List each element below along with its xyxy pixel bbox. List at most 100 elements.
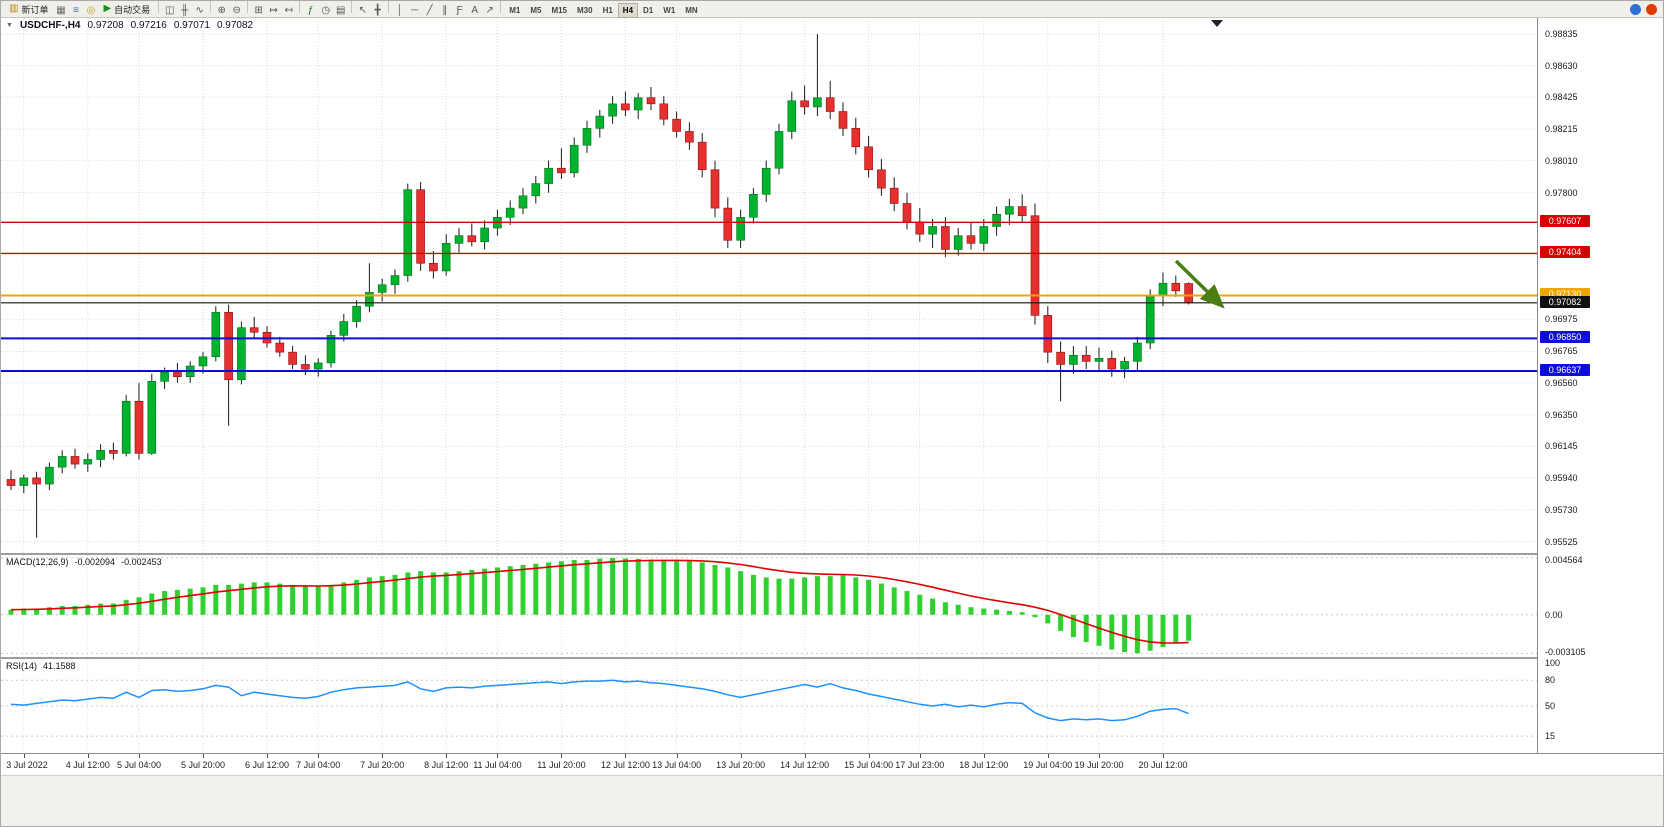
- time-axis-label[interactable]: 18 Jul 12:00: [959, 760, 1009, 770]
- trendline-icon[interactable]: ╱: [422, 3, 437, 18]
- price-axis-label: 0.96350: [1545, 410, 1578, 421]
- hline-objects: [1, 221, 1537, 373]
- market-depth-icon[interactable]: ≡: [68, 3, 83, 18]
- time-axis-label[interactable]: 17 Jul 23:00: [895, 760, 945, 770]
- text-label-icon[interactable]: A: [467, 3, 482, 18]
- pane-divider[interactable]: [1, 657, 1663, 659]
- time-tick: [267, 754, 268, 758]
- time-axis-label[interactable]: 13 Jul 20:00: [716, 760, 766, 770]
- bar-chart-icon[interactable]: ╫: [177, 3, 192, 18]
- time-axis-label[interactable]: 7 Jul 20:00: [360, 760, 405, 770]
- timeframe-D1[interactable]: D1: [638, 3, 658, 18]
- rsi-value: 41.1588: [43, 661, 76, 671]
- price-axis-label: 0.96765: [1545, 346, 1578, 357]
- time-axis-label[interactable]: 15 Jul 04:00: [844, 760, 894, 770]
- time-tick: [139, 754, 140, 758]
- main-toolbar: ▥ 新订单 ▦ ≡ ◎ ▶ 自动交易 ◫ ╫ ∿ ⊕ ⊖ ⊞ ↦ ↤ ƒ ◷ ▤ ↖ ╋ │ ─ ╱ ∥ Ƒ A ↗ M1…: [1, 1, 1663, 18]
- timeframe-M30[interactable]: M30: [572, 3, 598, 18]
- macd-indicator-pane[interactable]: MACD(12,26,9) -0.002094 -0.002453: [1, 555, 1537, 657]
- zoom-out-icon[interactable]: ⊖: [229, 3, 244, 18]
- price-badge-0.97404: 0.97404: [1540, 246, 1590, 259]
- timeframe-H1[interactable]: H1: [598, 3, 618, 18]
- time-tick: [87, 754, 89, 758]
- toolbar-separator: [247, 1, 249, 13]
- time-axis-label[interactable]: 7 Jul 04:00: [296, 760, 341, 770]
- toolbar-right-icons: [1630, 3, 1662, 15]
- line-chart-icon[interactable]: ∿: [192, 3, 207, 18]
- new-order-icon: ▥: [9, 3, 19, 14]
- rsi-axis-label: 80: [1545, 675, 1556, 686]
- time-tick: [1163, 754, 1164, 758]
- time-axis-label[interactable]: 11 Jul 04:00: [473, 760, 522, 770]
- autotrading-button[interactable]: ▶ 自动交易: [98, 2, 155, 17]
- ohlc-caret-icon[interactable]: ▼: [6, 22, 13, 29]
- time-tick: [382, 754, 384, 758]
- time-axis-label[interactable]: 3 Jul 2022: [6, 760, 48, 770]
- timeframe-H4[interactable]: H4: [617, 3, 639, 18]
- rsi-indicator-pane[interactable]: RSI(14) 41.1588: [1, 659, 1537, 753]
- toolbar-separator: [158, 1, 160, 13]
- time-axis-label[interactable]: 14 Jul 12:00: [780, 760, 830, 770]
- timeframe-M5[interactable]: M5: [525, 3, 546, 18]
- rsi-axis[interactable]: 100 80 50 15: [1538, 658, 1663, 753]
- time-axis-label[interactable]: 8 Jul 12:00: [424, 760, 469, 770]
- auto-scroll-icon[interactable]: ↦: [266, 3, 281, 18]
- time-axis-label[interactable]: 19 Jul 04:00: [1023, 760, 1073, 770]
- time-tick: [497, 754, 499, 758]
- horizontal-line-icon[interactable]: ─: [407, 3, 422, 18]
- indicators-icon[interactable]: ƒ: [303, 3, 318, 18]
- time-axis[interactable]: 3 Jul 2022 4 Jul 12:00 5 Jul 04:00 5 Jul 20…: [1, 753, 1663, 775]
- macd-signal-value: -0.002453: [121, 557, 162, 567]
- symbol-period-label: USDCHF-,H4: [19, 20, 81, 31]
- time-axis-label[interactable]: 11 Jul 20:00: [537, 760, 586, 770]
- timeframe-W1[interactable]: W1: [658, 3, 680, 18]
- close-value: 0.97082: [216, 20, 254, 31]
- periods-icon[interactable]: ◷: [318, 3, 333, 18]
- fibonacci-icon[interactable]: Ƒ: [452, 3, 467, 18]
- macd-canvas: [1, 555, 1537, 657]
- macd-signal-line: [10, 559, 1189, 644]
- zoom-in-icon[interactable]: ⊕: [214, 3, 229, 18]
- time-axis-label[interactable]: 5 Jul 20:00: [180, 760, 226, 770]
- macd-axis[interactable]: 0.004564 0.00 -0.003105: [1538, 555, 1663, 657]
- chart-shift-icon[interactable]: ↤: [281, 3, 296, 18]
- cursor-icon[interactable]: ↖: [355, 3, 370, 18]
- chart-window-icon[interactable]: ▦: [53, 3, 68, 18]
- time-axis-label[interactable]: 12 Jul 12:00: [600, 760, 650, 770]
- time-tick: [1047, 754, 1049, 758]
- vertical-line-icon[interactable]: │: [392, 3, 407, 18]
- timeframe-MN[interactable]: MN: [680, 3, 702, 18]
- rsi-axis-label: 50: [1545, 701, 1556, 711]
- candlestick-chart-icon[interactable]: ◫: [162, 3, 177, 18]
- time-axis-label[interactable]: 20 Jul 12:00: [1138, 760, 1188, 770]
- chart-shift-marker[interactable]: [1211, 20, 1223, 27]
- pane-divider[interactable]: [1, 553, 1663, 555]
- time-axis-label[interactable]: 19 Jul 20:00: [1074, 760, 1124, 770]
- time-axis-label[interactable]: 6 Jul 12:00: [244, 760, 290, 770]
- toolbar-separator: [500, 1, 502, 13]
- arrows-tool-icon[interactable]: ↗: [482, 3, 497, 18]
- tile-windows-icon[interactable]: ⊞: [251, 3, 266, 18]
- new-order-button[interactable]: ▥ 新订单: [4, 2, 53, 17]
- equidistant-channel-icon[interactable]: ∥: [437, 3, 452, 18]
- time-axis-label[interactable]: 13 Jul 04:00: [652, 760, 702, 770]
- arrow-annotation[interactable]: [1174, 259, 1225, 309]
- crosshair-icon[interactable]: ╋: [370, 3, 385, 18]
- price-axis[interactable]: 0.98835 0.98630 0.98425 0.98215 0.98010 0.978…: [1538, 18, 1663, 553]
- price-scale-column[interactable]: 0.98835 0.98630 0.98425 0.98215 0.98010 0.978…: [1537, 18, 1663, 753]
- price-axis-label: 0.98425: [1545, 91, 1578, 102]
- toolbar-separator: [299, 1, 301, 13]
- templates-icon[interactable]: ▤: [333, 3, 348, 18]
- time-tick: [983, 754, 985, 758]
- price-axis-label: 0.98835: [1545, 29, 1578, 40]
- timeframe-M1[interactable]: M1: [504, 3, 525, 18]
- time-axis-label[interactable]: 4 Jul 12:00: [65, 760, 110, 770]
- alert-status-icon[interactable]: [1646, 3, 1657, 15]
- price-chart-pane[interactable]: ▼ USDCHF-,H4 0.97208 0.97216 0.97071 0.9…: [1, 18, 1537, 553]
- price-chart-canvas[interactable]: [1, 18, 1537, 553]
- time-axis-label[interactable]: 5 Jul 04:00: [116, 760, 162, 770]
- mql-community-icon[interactable]: ◎: [83, 3, 98, 18]
- price-grid: [1, 18, 1537, 553]
- timeframe-M15[interactable]: M15: [546, 3, 572, 18]
- community-status-icon[interactable]: [1630, 3, 1641, 15]
